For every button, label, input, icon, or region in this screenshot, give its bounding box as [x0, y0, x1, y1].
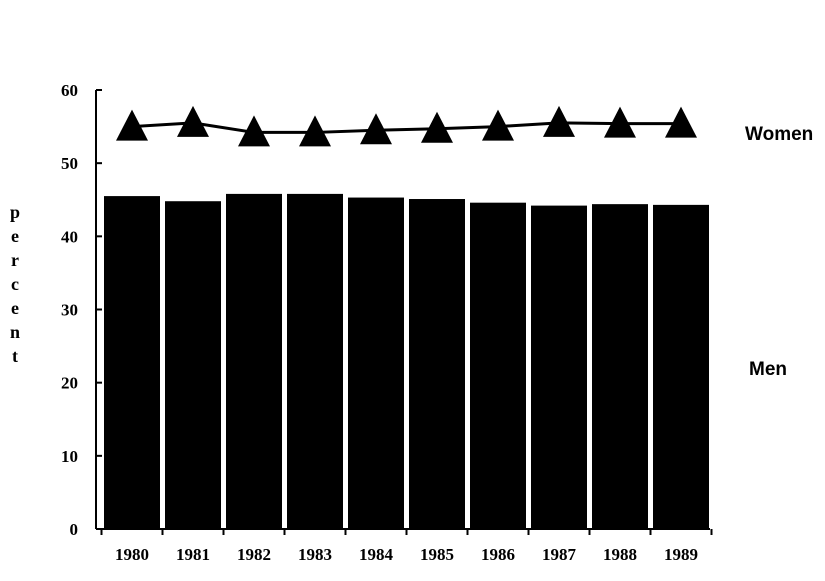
women-line [131, 121, 681, 134]
bars-men [104, 193, 709, 530]
y-tick-label: 20 [61, 374, 78, 393]
series-label-women: Women [745, 124, 813, 145]
y-tick-label: 60 [61, 81, 78, 100]
y-tick-label: 0 [70, 520, 79, 539]
marker-women-1982 [238, 115, 270, 147]
marker-women-1987 [543, 105, 575, 137]
y-axis-label: percent [9, 202, 20, 366]
x-tick-label: 1985 [420, 545, 454, 564]
marker-women-1983 [299, 115, 331, 147]
marker-women-1985 [421, 111, 453, 143]
bar-men-1981 [165, 201, 221, 530]
x-tick-label: 1982 [237, 545, 271, 564]
bar-men-1988 [592, 204, 648, 529]
bar-men-1984 [348, 197, 404, 529]
bar-men-1983 [287, 193, 343, 529]
line-women [116, 105, 697, 147]
bar-men-1989 [653, 204, 709, 529]
x-tick-label: 1980 [115, 545, 149, 564]
y-tick-label: 10 [61, 447, 78, 466]
bar-men-1985 [409, 199, 465, 530]
bar-men-1982 [226, 193, 282, 529]
x-tick-label: 1989 [664, 545, 698, 564]
y-tick-label: 30 [61, 301, 78, 320]
marker-women-1986 [482, 109, 514, 141]
bar-men-1980 [104, 196, 160, 529]
x-tick-label: 1984 [359, 545, 394, 564]
bar-men-1986 [470, 202, 526, 529]
marker-women-1981 [177, 105, 209, 137]
y-tick-label: 40 [61, 227, 78, 246]
x-tick-label: 1981 [176, 545, 210, 564]
x-tick-label: 1983 [298, 545, 332, 564]
x-tick-label: 1986 [481, 545, 515, 564]
x-tick-label: 1987 [542, 545, 577, 564]
marker-women-1980 [116, 109, 148, 141]
marker-women-1984 [360, 113, 392, 145]
tick-labels: 0 10 20 30 40 50 60 1980 1981 1982 1983 1984 1985 198… [61, 81, 698, 564]
series-label-men: Men [749, 359, 787, 380]
marker-women-1988 [604, 106, 636, 138]
marker-women-1989 [665, 106, 697, 138]
bar-men-1987 [531, 205, 587, 529]
y-tick-label: 50 [61, 154, 78, 173]
x-tick-label: 1988 [603, 545, 637, 564]
